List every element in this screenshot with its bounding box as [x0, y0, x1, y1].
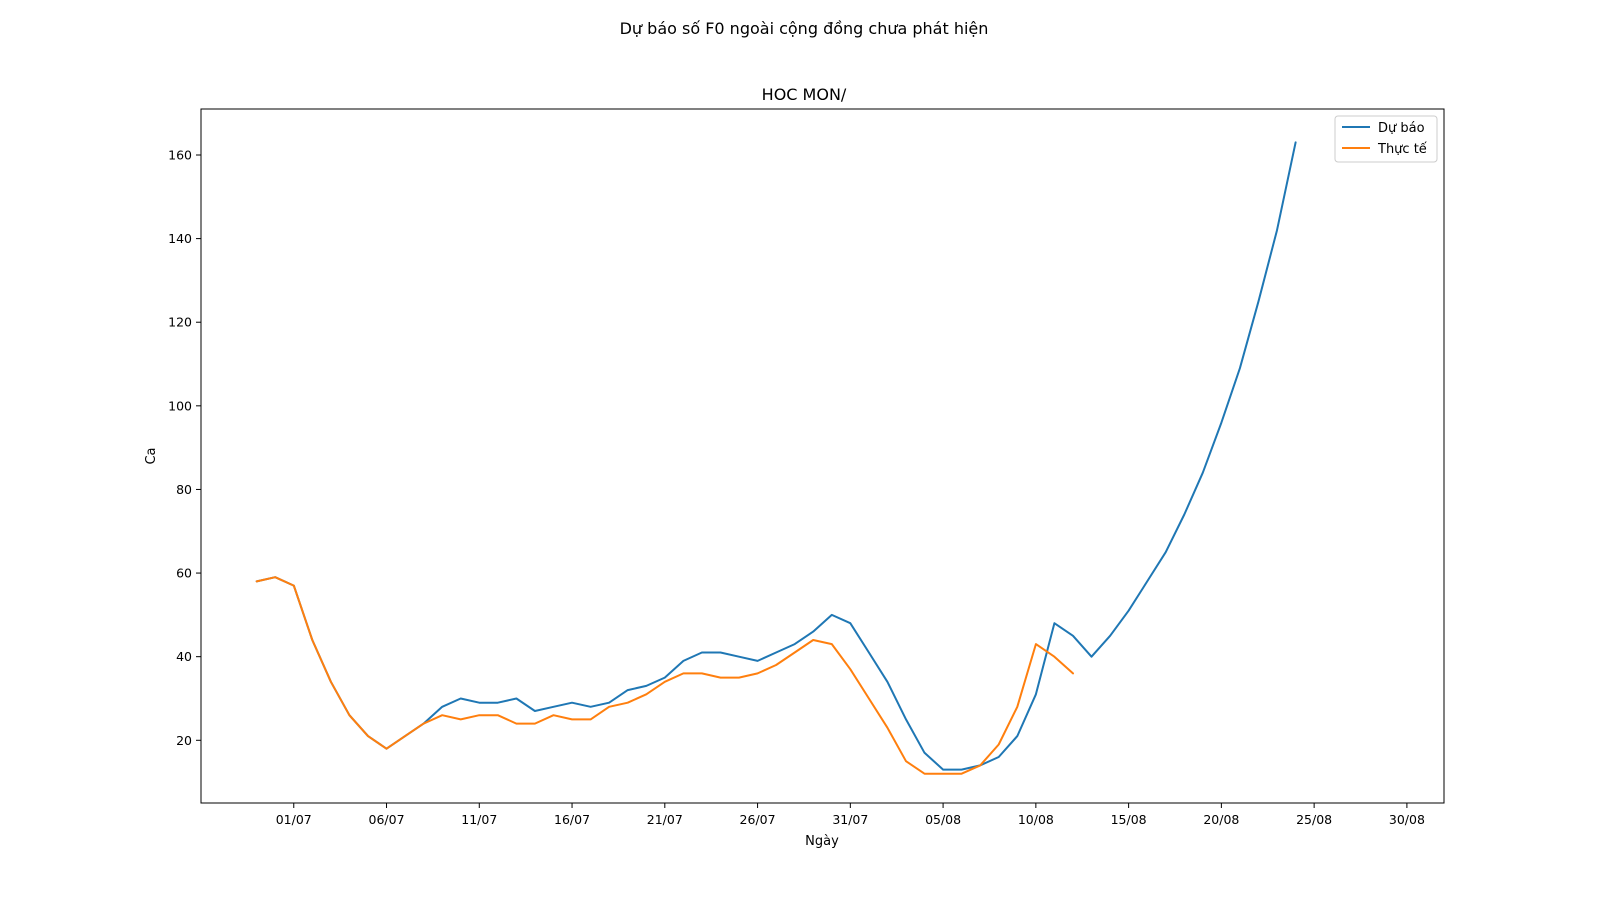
x-tick-label: 05/08	[925, 812, 961, 827]
series-line-actual	[255, 576, 1074, 775]
y-tick-label: 100	[168, 398, 192, 413]
x-tick-label: 06/07	[369, 812, 405, 827]
x-tick-label: 10/08	[1018, 812, 1054, 827]
y-tick-label: 140	[168, 231, 192, 246]
x-tick-label: 30/08	[1389, 812, 1425, 827]
x-tick-label: 01/07	[276, 812, 312, 827]
legend-label-actual: Thực tế	[1377, 142, 1427, 157]
chart-title: HOC MON/	[762, 85, 847, 104]
x-tick-label: 11/07	[461, 812, 497, 827]
y-axis-label: Ca	[144, 447, 159, 464]
x-axis-label: Ngày	[805, 834, 839, 849]
y-tick-label: 80	[176, 482, 192, 497]
x-tick-label: 15/08	[1111, 812, 1147, 827]
y-axis: 20 40 60 80 100 120 140 160	[168, 147, 201, 748]
y-tick-label: 160	[168, 147, 192, 162]
x-axis: 01/07 06/07 11/07 16/07 21/07 26/07 31/07 05/08…	[276, 803, 1425, 827]
y-tick-label: 60	[176, 566, 192, 581]
chart-suptitle: Dự báo số F0 ngoài cộng đồng chưa phát h…	[620, 19, 989, 38]
x-tick-label: 25/08	[1296, 812, 1332, 827]
x-tick-label: 21/07	[647, 812, 683, 827]
series-layer	[255, 141, 1297, 775]
plot-frame	[200, 108, 1445, 804]
x-tick-label: 26/07	[740, 812, 776, 827]
y-tick-label: 20	[176, 733, 192, 748]
y-tick-label: 120	[168, 315, 192, 330]
legend: Dự báo Thực tế	[1334, 115, 1438, 163]
legend-label-forecast: Dự báo	[1378, 121, 1425, 136]
series-line-forecast	[255, 141, 1297, 771]
x-tick-label: 31/07	[832, 812, 868, 827]
x-tick-label: 20/08	[1203, 812, 1239, 827]
x-tick-label: 16/07	[554, 812, 590, 827]
y-tick-label: 40	[176, 649, 192, 664]
